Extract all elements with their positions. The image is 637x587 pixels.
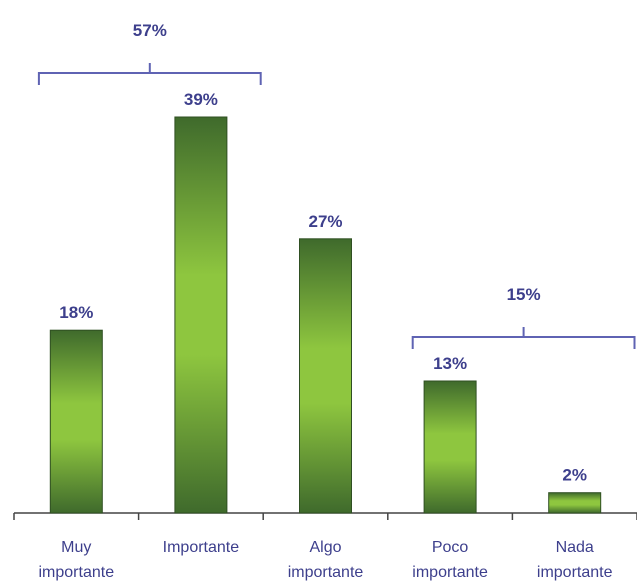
- category-label-line: Poco: [432, 539, 469, 556]
- value-label: 13%: [433, 354, 467, 373]
- bar: [423, 380, 477, 514]
- value-labels: 18% 39% 27% 13% 2%: [59, 90, 587, 485]
- category-label: Nada importante: [537, 539, 613, 581]
- category-label: Muy importante: [39, 539, 115, 581]
- value-label: 18%: [59, 303, 93, 322]
- category-label: Algo importante: [288, 539, 364, 581]
- category-label-line: importante: [39, 564, 115, 581]
- group-brackets: 57% 15%: [37, 21, 636, 349]
- value-label: 39%: [184, 90, 218, 109]
- category-label-line: importante: [288, 564, 364, 581]
- group-bracket: [411, 327, 636, 349]
- category-label: Poco importante: [412, 539, 488, 581]
- value-label: 27%: [308, 212, 342, 231]
- group-label: 15%: [507, 285, 541, 304]
- category-label: Importante: [163, 539, 240, 556]
- x-axis: [13, 512, 637, 520]
- bars: [49, 116, 602, 514]
- category-label-line: importante: [412, 564, 488, 581]
- value-label: 2%: [562, 466, 587, 485]
- bar: [49, 329, 103, 514]
- category-label-line: Nada: [556, 539, 594, 556]
- category-label-line: Algo: [309, 539, 341, 556]
- group-bracket: [37, 63, 262, 85]
- category-label-line: importante: [537, 564, 613, 581]
- category-label-line: Muy: [61, 539, 91, 556]
- bar: [174, 116, 228, 514]
- group-label: 57%: [133, 21, 167, 40]
- category-label-line: Importante: [163, 539, 240, 556]
- bar: [548, 492, 602, 514]
- bar: [299, 238, 352, 514]
